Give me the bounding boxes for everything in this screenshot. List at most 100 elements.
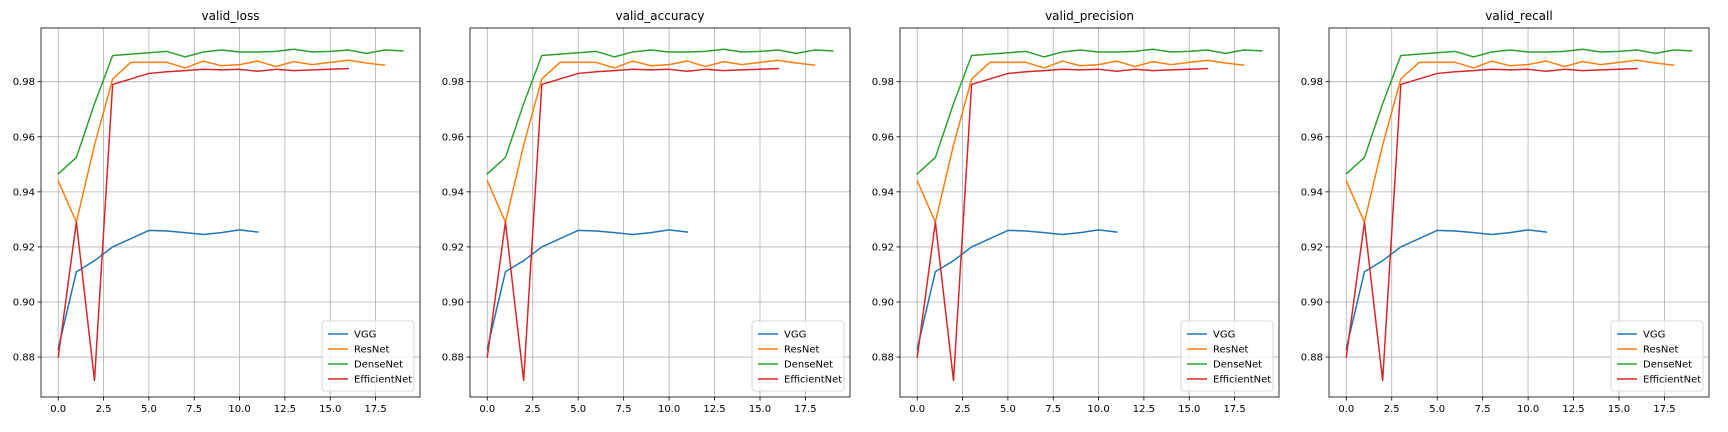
x-tick-label: 7.5 <box>616 404 632 415</box>
legend-label-vgg: VGG <box>354 330 376 341</box>
legend-label-resnet: ResNet <box>1643 345 1678 356</box>
legend-label-resnet: ResNet <box>354 345 389 356</box>
x-tick-label: 10.0 <box>228 404 250 415</box>
y-tick-label: 0.96 <box>1301 132 1323 143</box>
x-tick-label: 7.5 <box>1475 404 1491 415</box>
panel-valid-recall: 0.0 2.5 5.0 7.5 10.0 12.5 15.0 17.5 0.88 0.90 0.92… <box>1301 9 1710 415</box>
x-tick-label: 10.0 <box>1087 404 1109 415</box>
x-tick-label: 17.5 <box>1223 404 1245 415</box>
legend-label-densenet: DenseNet <box>1643 360 1692 371</box>
axes-frame <box>40 27 421 398</box>
series-line-densenet <box>1345 48 1693 176</box>
y-tick-label: 0.94 <box>13 187 35 198</box>
x-tick-label: 2.5 <box>955 404 971 415</box>
legend-label-efficientnet: EfficientNet <box>784 375 842 386</box>
series-line-densenet <box>486 48 834 176</box>
y-tick-label: 0.92 <box>872 242 894 253</box>
legend-label-vgg: VGG <box>784 330 806 341</box>
y-tick-label: 0.98 <box>1301 77 1323 88</box>
series-group <box>1345 48 1693 382</box>
y-tick-label: 0.92 <box>442 242 464 253</box>
y-tick-label: 0.98 <box>442 77 464 88</box>
y-tick-label: 0.92 <box>1301 242 1323 253</box>
axes-frame <box>469 27 851 398</box>
y-tick-label: 0.88 <box>13 353 35 364</box>
panel-valid-precision: 0.0 2.5 5.0 7.5 10.0 12.5 15.0 17.5 0.88 0.90 0.92… <box>872 9 1280 415</box>
series-group <box>57 48 404 382</box>
chart-title: valid_loss <box>202 9 260 23</box>
x-tick-label: 10.0 <box>1517 404 1539 415</box>
x-tick-label: 0.0 <box>479 404 495 415</box>
legend-label-efficientnet: EfficientNet <box>1643 375 1701 386</box>
y-tick-label: 0.94 <box>1301 187 1323 198</box>
legend-label-densenet: DenseNet <box>784 360 833 371</box>
y-tick-label: 0.90 <box>872 297 894 308</box>
legend: VGG ResNet DenseNet EfficientNet <box>1610 320 1704 392</box>
axes-frame <box>1328 27 1710 398</box>
y-tick-label: 0.96 <box>442 132 464 143</box>
series-line-vgg <box>57 229 259 350</box>
series-line-efficientnet <box>57 67 350 382</box>
series-line-vgg <box>1345 229 1548 350</box>
x-tick-label: 0.0 <box>50 404 66 415</box>
legend: VGG ResNet DenseNet EfficientNet <box>1180 320 1274 392</box>
x-tick-label: 12.5 <box>1562 404 1584 415</box>
chart-title: valid_precision <box>1045 9 1134 23</box>
legend-box <box>1610 320 1704 392</box>
panel-valid-accuracy: 0.0 2.5 5.0 7.5 10.0 12.5 15.0 17.5 0.88 0.90 0.92… <box>442 9 851 415</box>
y-tick-label: 0.88 <box>1301 353 1323 364</box>
legend-label-vgg: VGG <box>1643 330 1665 341</box>
x-tick-label: 12.5 <box>703 404 725 415</box>
chart-title: valid_accuracy <box>616 9 705 23</box>
chart-title: valid_recall <box>1485 9 1552 23</box>
legend-label-densenet: DenseNet <box>1213 360 1262 371</box>
series-line-resnet <box>1345 59 1675 223</box>
y-tick-label: 0.96 <box>13 132 35 143</box>
legend-box <box>751 320 845 392</box>
legend-box <box>1180 320 1274 392</box>
x-tick-label: 15.0 <box>319 404 341 415</box>
y-tick-label: 0.90 <box>1301 297 1323 308</box>
legend: VGG ResNet DenseNet EfficientNet <box>751 320 845 392</box>
x-tick-label: 5.0 <box>1429 404 1445 415</box>
y-tick-label: 0.94 <box>872 187 894 198</box>
x-tick-label: 10.0 <box>658 404 680 415</box>
series-group <box>916 48 1263 382</box>
series-line-densenet <box>57 48 404 176</box>
legend-label-resnet: ResNet <box>1213 345 1248 356</box>
series-line-efficientnet <box>916 67 1209 382</box>
y-tick-label: 0.92 <box>13 242 35 253</box>
x-tick-label: 5.0 <box>1000 404 1016 415</box>
x-tick-label: 2.5 <box>1384 404 1400 415</box>
legend-label-vgg: VGG <box>1213 330 1235 341</box>
series-line-efficientnet <box>1345 67 1638 382</box>
series-line-vgg <box>486 229 689 350</box>
y-tick-label: 0.88 <box>442 353 464 364</box>
series-line-densenet <box>916 48 1263 176</box>
y-tick-label: 0.94 <box>442 187 464 198</box>
x-tick-label: 5.0 <box>141 404 157 415</box>
x-tick-label: 2.5 <box>525 404 541 415</box>
y-tick-label: 0.90 <box>13 297 35 308</box>
x-tick-label: 7.5 <box>1045 404 1061 415</box>
axes-frame <box>899 27 1280 398</box>
series-line-vgg <box>916 229 1118 350</box>
x-tick-label: 17.5 <box>364 404 386 415</box>
y-tick-label: 0.88 <box>872 353 894 364</box>
y-tick-label: 0.98 <box>872 77 894 88</box>
x-tick-label: 2.5 <box>96 404 112 415</box>
series-line-resnet <box>57 59 386 223</box>
x-tick-label: 15.0 <box>749 404 771 415</box>
x-tick-label: 7.5 <box>186 404 202 415</box>
legend-label-resnet: ResNet <box>784 345 819 356</box>
x-tick-label: 12.5 <box>274 404 296 415</box>
series-group <box>486 48 834 382</box>
x-tick-label: 17.5 <box>1653 404 1675 415</box>
series-line-resnet <box>486 59 816 223</box>
y-tick-label: 0.90 <box>442 297 464 308</box>
y-tick-label: 0.98 <box>13 77 35 88</box>
x-tick-label: 0.0 <box>1338 404 1354 415</box>
legend-label-densenet: DenseNet <box>354 360 403 371</box>
